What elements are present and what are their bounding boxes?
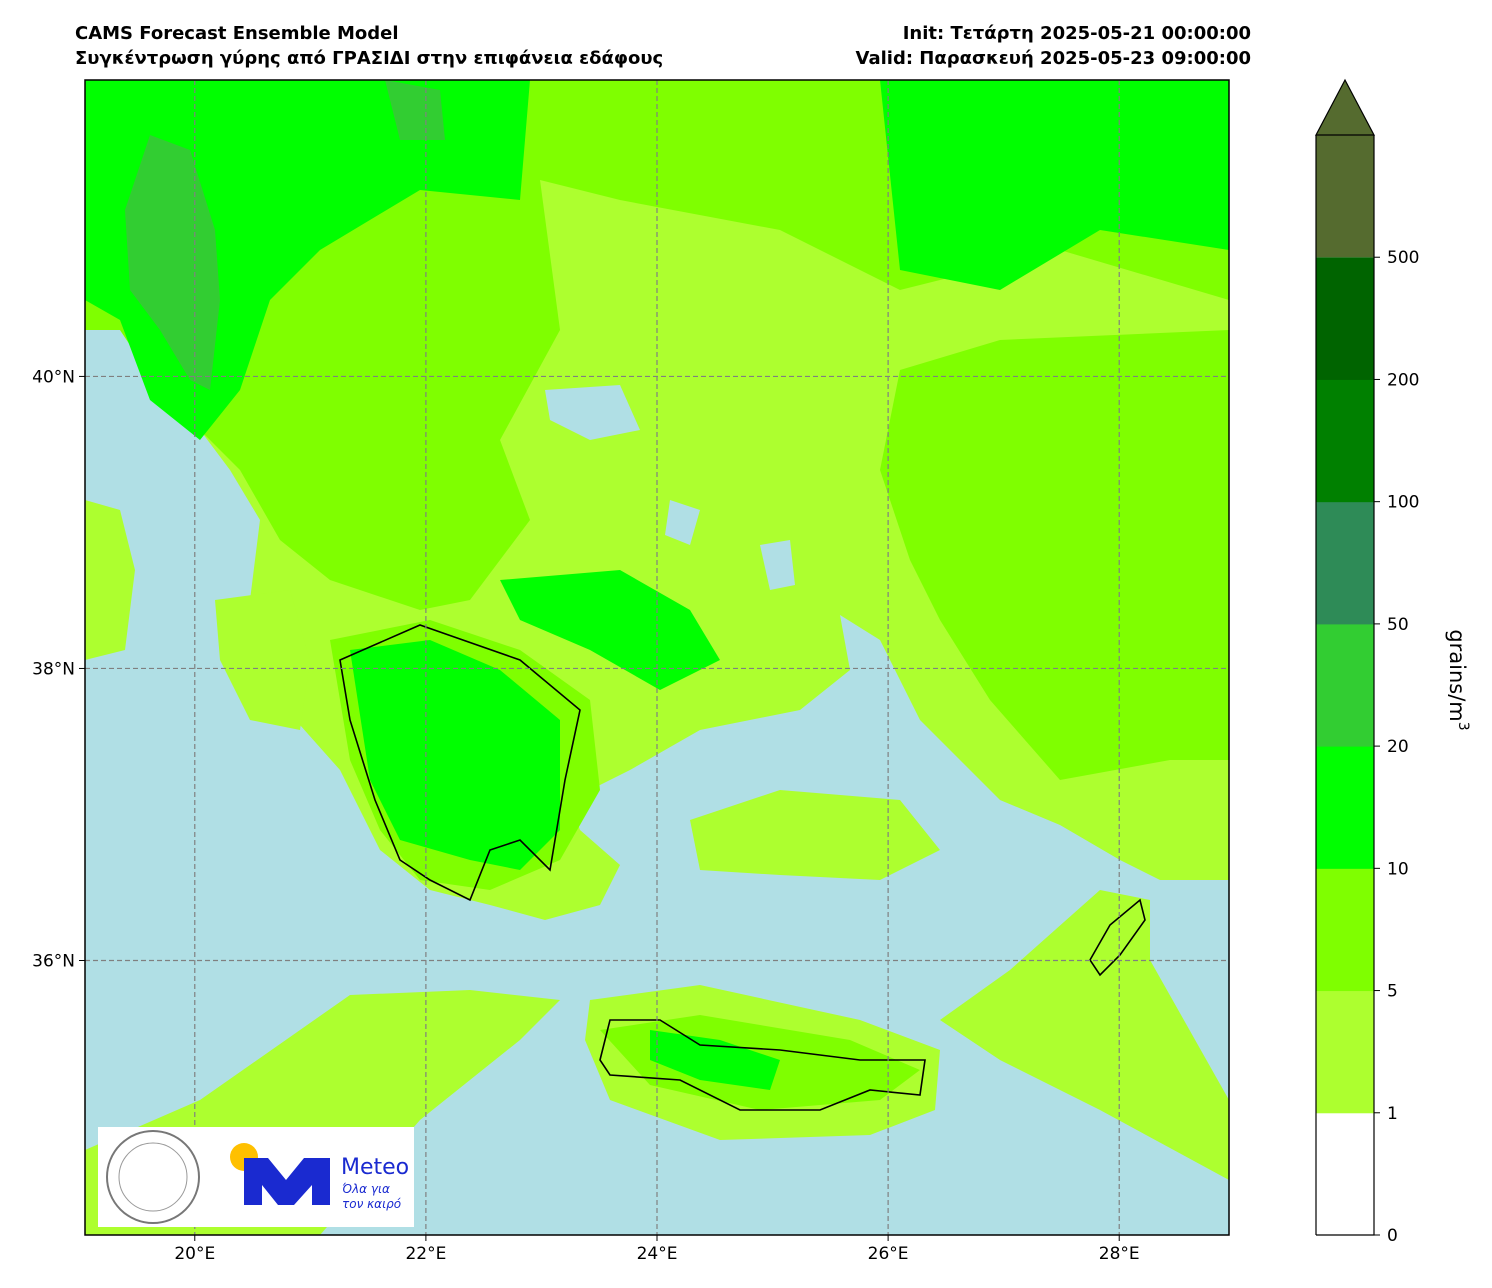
colorbar-band — [1316, 135, 1374, 258]
y-tick-label: 36°N — [32, 951, 75, 971]
colorbar-band — [1316, 257, 1374, 380]
x-tick-label: 26°E — [868, 1244, 909, 1264]
colorbar-label-sup: 3 — [1455, 722, 1471, 731]
title-right-1: Init: Τετάρτη 2025-05-21 00:00:00 — [903, 23, 1251, 44]
colorbar-band — [1316, 379, 1374, 503]
logo-tagline: Όλα για — [342, 1182, 390, 1196]
colorbar-band — [1316, 990, 1374, 1114]
colorbar-band — [1316, 746, 1374, 869]
title-left-1: CAMS Forecast Ensemble Model — [75, 23, 399, 44]
colorbar-band — [1316, 623, 1374, 747]
colorbar-band — [1316, 501, 1374, 625]
x-tick-label: 24°E — [637, 1244, 678, 1264]
title-left-2: Συγκέντρωση γύρης από ΓΡΑΣΙΔΙ στην επιφά… — [75, 48, 663, 69]
seal — [106, 1130, 200, 1224]
colorbar-tick-label: 10 — [1387, 859, 1409, 879]
colorbar-tick-label: 5 — [1387, 982, 1398, 1002]
colorbar-band — [1316, 1112, 1374, 1236]
colorbar-tick-label: 200 — [1387, 370, 1419, 390]
colorbar-extend — [1315, 78, 1375, 136]
logo-name: Meteo — [341, 1155, 409, 1180]
grid — [85, 80, 1229, 1235]
x-tick-label: 28°E — [1099, 1244, 1140, 1264]
colorbar-tick-label: 500 — [1387, 248, 1419, 268]
colorbar-tick-label: 20 — [1387, 737, 1409, 757]
colorbar-tick-label: 1 — [1387, 1104, 1398, 1124]
colorbar: 0 1 5 10 20 50 100 200 500 — [1315, 78, 1419, 1246]
colorbar-tick-label: 0 — [1387, 1226, 1398, 1246]
colorbar-label: grains/m3 — [1445, 629, 1471, 730]
y-tick-label: 40°N — [32, 367, 75, 387]
colorbar-tick-label: 50 — [1387, 615, 1409, 635]
seal-inner — [118, 1142, 188, 1212]
colorbar-label-text: grains/m — [1445, 629, 1469, 721]
m-mark — [244, 1158, 330, 1205]
y-tick-label: 38°N — [32, 659, 75, 679]
logo: Meteo Όλα για τον καιρό — [98, 1127, 414, 1227]
colorbar-tick-label: 100 — [1387, 493, 1419, 513]
logo-tagline: τον καιρό — [342, 1197, 401, 1211]
x-tick-label: 22°E — [405, 1244, 446, 1264]
colorbar-band — [1316, 868, 1374, 992]
x-tick-label: 20°E — [174, 1244, 215, 1264]
title-right-2: Valid: Παρασκευή 2025-05-23 09:00:00 — [856, 48, 1251, 69]
